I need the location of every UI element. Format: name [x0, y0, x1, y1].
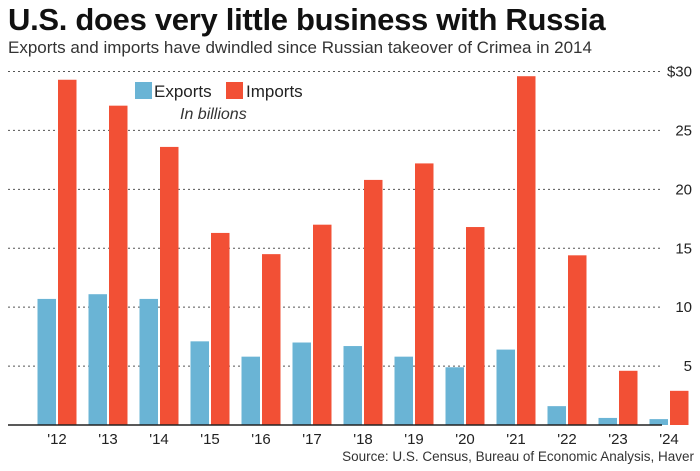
x-tick-label: '19	[404, 431, 424, 448]
y-tick-label: $30	[667, 64, 692, 81]
y-tick-label: 20	[675, 181, 692, 198]
bar-imports	[58, 79, 77, 425]
x-tick-label: '14	[149, 431, 169, 448]
bar-imports	[670, 390, 689, 425]
bar-imports	[466, 227, 485, 425]
y-tick-label: 25	[675, 122, 692, 139]
bar-imports	[313, 224, 332, 425]
legend-label-imports: Imports	[246, 82, 303, 101]
x-tick-label: '22	[557, 431, 577, 448]
legend-swatch-imports	[226, 82, 243, 99]
bar-exports	[649, 419, 668, 425]
bar-imports	[364, 179, 383, 425]
x-tick-label: '17	[302, 431, 322, 448]
bar-imports	[619, 370, 638, 425]
gridlines	[8, 71, 662, 367]
y-tick-labels: 5 10 15 20 25 $30	[667, 64, 692, 376]
bar-exports	[88, 294, 107, 425]
bar-exports	[445, 367, 464, 425]
bar-exports	[598, 417, 617, 425]
chart-subtitle: Exports and imports have dwindled since …	[8, 38, 592, 57]
bar-imports	[262, 254, 281, 425]
bar-exports	[190, 341, 209, 425]
legend-swatch-exports	[135, 82, 152, 99]
bar-imports	[517, 76, 536, 426]
source-note: Source: U.S. Census, Bureau of Economic …	[342, 449, 694, 464]
bar-imports	[109, 105, 128, 426]
bar-exports	[496, 349, 515, 425]
legend-label-exports: Exports	[154, 82, 212, 101]
x-tick-label: '24	[659, 431, 679, 448]
x-tick-label: '12	[47, 431, 67, 448]
bar-exports	[139, 298, 158, 425]
x-tick-label: '13	[98, 431, 118, 448]
bar-exports	[241, 356, 260, 425]
x-tick-label: '15	[200, 431, 220, 448]
bar-imports	[415, 163, 434, 425]
bar-exports	[343, 346, 362, 425]
x-tick-label: '20	[455, 431, 475, 448]
x-tick-label: '16	[251, 431, 271, 448]
bar-exports	[292, 342, 311, 425]
legend: Exports Imports In billions	[135, 82, 303, 123]
bar-imports	[160, 146, 179, 425]
x-tick-label: '23	[608, 431, 628, 448]
chart-title: U.S. does very little business with Russ…	[8, 2, 606, 37]
x-tick-label: '18	[353, 431, 373, 448]
bar-imports	[568, 255, 587, 425]
y-tick-label: 10	[675, 299, 692, 316]
bar-exports	[547, 406, 566, 425]
bar-imports	[211, 232, 230, 425]
units-note: In billions	[180, 106, 247, 123]
bars	[37, 76, 689, 426]
y-tick-label: 15	[675, 240, 692, 257]
x-tick-labels: '12 '13 '14 '15 '16 '17 '18 '19 '20 '21 '22 '23 '24	[47, 431, 679, 448]
x-tick-label: '21	[506, 431, 526, 448]
y-tick-label: 5	[684, 358, 692, 375]
bar-exports	[37, 298, 56, 425]
bar-exports	[394, 356, 413, 425]
